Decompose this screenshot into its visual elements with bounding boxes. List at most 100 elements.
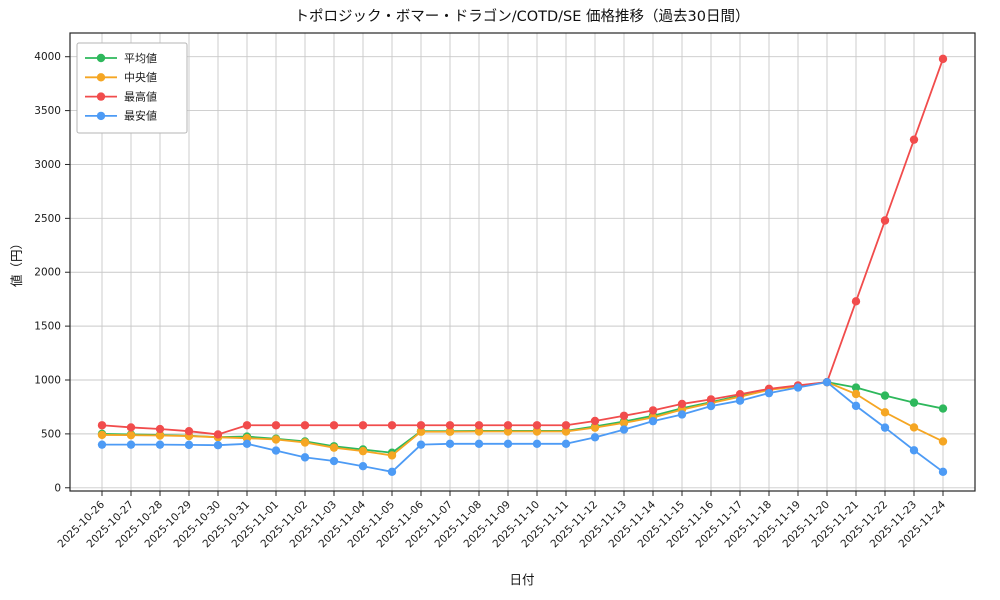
data-point-max	[184, 426, 194, 436]
data-point-min	[677, 410, 687, 419]
data-point-median	[503, 427, 513, 436]
data-point-min	[242, 439, 252, 448]
data-point-min	[97, 440, 107, 449]
data-point-min	[300, 453, 310, 462]
y-tick-label: 4000	[34, 51, 61, 63]
data-point-median	[329, 443, 339, 452]
data-point-median	[590, 423, 600, 432]
data-point-average	[880, 391, 890, 400]
data-point-max	[851, 297, 861, 306]
data-point-min	[822, 377, 832, 387]
data-point-median	[532, 427, 542, 436]
legend-marker-dot-average	[96, 53, 106, 63]
legend-box	[76, 42, 188, 134]
chart-layers: 050010001500200025003000350040002025-10-…	[34, 32, 976, 550]
data-point-min	[532, 439, 542, 448]
data-point-max	[706, 395, 716, 404]
series-line-average	[101, 381, 944, 454]
data-point-median	[561, 427, 571, 436]
data-point-min	[909, 446, 919, 455]
data-point-min	[851, 401, 861, 411]
data-point-median	[619, 418, 629, 428]
data-point-max	[97, 421, 107, 430]
data-point-max	[474, 421, 484, 430]
y-tick-label: 500	[41, 428, 61, 440]
data-point-max	[300, 421, 310, 430]
data-point-average	[938, 404, 948, 413]
y-tick-label: 0	[54, 482, 61, 494]
data-point-min	[793, 383, 803, 392]
data-point-median	[938, 437, 948, 446]
y-tick-label: 2500	[34, 213, 61, 225]
data-point-max	[126, 423, 136, 432]
data-point-min	[416, 440, 426, 449]
data-point-max	[648, 406, 658, 415]
data-point-median	[126, 430, 136, 440]
series-line-max	[101, 57, 944, 436]
data-point-max	[619, 411, 629, 420]
data-point-max	[735, 390, 745, 399]
y-tick-label: 1500	[34, 321, 61, 333]
data-point-min	[155, 440, 165, 449]
data-point-median	[358, 446, 368, 456]
data-point-min	[561, 439, 571, 448]
data-point-min	[619, 425, 629, 434]
data-point-min	[358, 462, 368, 471]
data-point-min	[503, 439, 513, 448]
data-point-max	[271, 421, 281, 430]
data-point-median	[387, 451, 397, 460]
data-point-max	[387, 421, 397, 430]
data-point-median	[155, 431, 165, 440]
legend-marker-dot-min	[96, 111, 106, 121]
data-point-max	[213, 430, 223, 439]
legend-label-median: 中央値	[124, 71, 157, 84]
data-point-max	[677, 399, 687, 409]
data-point-max	[532, 421, 542, 430]
data-point-min	[880, 423, 890, 432]
data-point-min	[590, 433, 600, 442]
legend-label-average: 平均値	[124, 52, 157, 65]
data-point-min	[126, 440, 136, 449]
series-line-min	[101, 381, 944, 473]
chart-title: トポロジック・ボマー・ドラゴン/COTD/SE 価格推移（過去30日間）	[295, 7, 750, 25]
data-point-min	[648, 416, 658, 426]
data-point-median	[271, 435, 281, 444]
data-point-min	[271, 446, 281, 455]
data-point-min	[706, 401, 716, 411]
y-tick-label: 3500	[34, 105, 61, 117]
legend-label-max: 最高値	[124, 89, 157, 103]
legend-marker-dot-max	[96, 92, 106, 101]
data-point-min	[938, 467, 948, 477]
data-point-max	[938, 54, 948, 64]
legend-label-min: 最安値	[124, 109, 157, 123]
data-point-min	[474, 439, 484, 448]
y-axis-label: 値（円）	[9, 237, 24, 287]
data-point-max	[242, 421, 252, 430]
data-point-min	[329, 456, 339, 466]
data-point-median	[474, 427, 484, 436]
legend-marker-dot-median	[96, 73, 106, 82]
y-tick-label: 2000	[34, 267, 61, 279]
data-point-max	[590, 416, 600, 426]
data-point-max	[909, 135, 919, 144]
data-point-median	[300, 438, 310, 447]
data-point-max	[445, 421, 455, 430]
y-tick-label: 3000	[34, 159, 61, 171]
data-point-average	[909, 398, 919, 407]
data-point-min	[184, 440, 194, 450]
data-point-min	[735, 396, 745, 405]
data-point-median	[851, 389, 861, 399]
data-point-max	[880, 216, 890, 225]
y-tick-label: 1000	[34, 375, 61, 387]
data-point-max	[155, 424, 165, 434]
data-point-median	[97, 430, 107, 440]
data-point-min	[445, 439, 455, 448]
data-point-max	[329, 421, 339, 430]
x-axis-label: 日付	[509, 572, 534, 587]
data-point-median	[445, 427, 455, 436]
plot-frame	[69, 32, 976, 492]
data-point-max	[503, 421, 513, 430]
data-point-max	[416, 421, 426, 430]
